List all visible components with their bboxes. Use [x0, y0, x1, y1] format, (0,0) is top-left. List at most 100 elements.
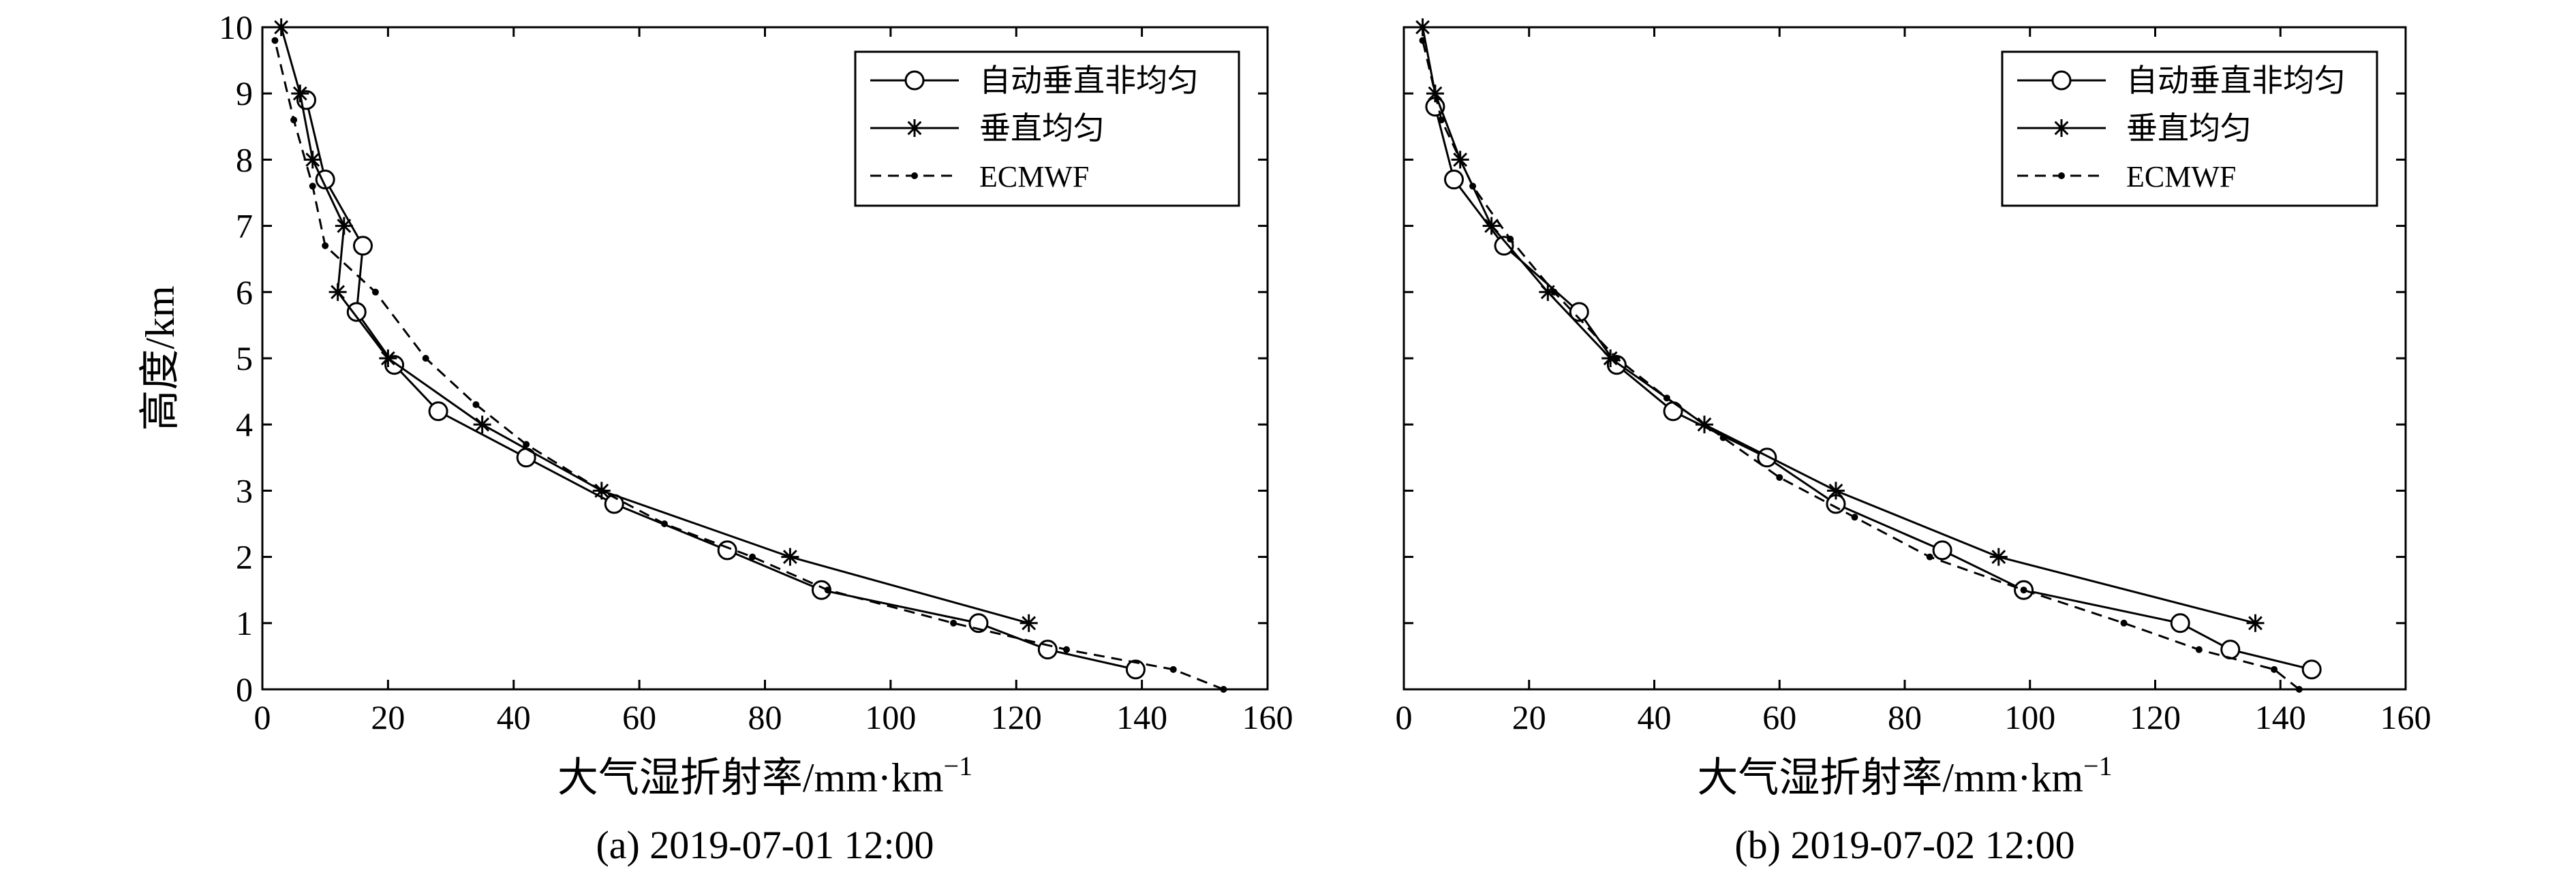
panel-caption: (a) 2019-07-01 12:00	[596, 823, 934, 867]
x-axis-title: 大气湿折射率/mm·km−1	[557, 751, 972, 800]
data-point-circle	[2170, 613, 2190, 633]
data-point-star	[335, 217, 353, 235]
data-point-star	[328, 283, 347, 301]
data-point-dot	[749, 553, 756, 561]
data-point-star	[272, 18, 290, 36]
legend-label: 垂直均匀	[979, 111, 1105, 146]
x-tick-label: 0	[254, 698, 271, 736]
data-point-circle	[1125, 659, 1146, 680]
data-point-dot	[1851, 514, 1858, 521]
y-tick-label: 8	[236, 140, 253, 178]
data-point-dot	[2295, 686, 2303, 693]
x-tick-label: 160	[2380, 698, 2432, 736]
series-line	[273, 40, 1225, 691]
data-point-dot	[598, 487, 605, 495]
y-tick-label: 10	[219, 8, 253, 46]
data-point-circle	[353, 236, 373, 256]
data-point-circle	[1663, 401, 1683, 422]
data-point-star	[1482, 217, 1501, 235]
y-tick-label: 0	[236, 670, 253, 708]
data-point-dot	[1776, 473, 1783, 481]
y-axis-title: 高度/km	[138, 285, 183, 430]
data-point-dot	[472, 401, 480, 409]
x-tick-label: 80	[1888, 698, 1922, 736]
panel-caption: (b) 2019-07-02 12:00	[1734, 823, 2074, 867]
y-tick-label: 3	[236, 471, 253, 509]
data-point-star	[2246, 614, 2265, 632]
x-tick-label: 140	[1116, 698, 1167, 736]
data-point-star	[1019, 614, 1038, 632]
data-point-star	[1989, 548, 2008, 566]
y-tick-label: 5	[236, 339, 253, 377]
data-point-circle	[1569, 302, 1589, 322]
series-star	[1413, 18, 2265, 632]
legend-label: ECMWF	[2126, 160, 2236, 193]
y-tick-label: 1	[236, 604, 253, 642]
data-point-circle	[2220, 640, 2241, 660]
data-point-dot	[2020, 586, 2027, 594]
y-tick-label: 2	[236, 538, 253, 576]
data-point-dot	[1220, 686, 1227, 693]
series-line	[1422, 40, 2300, 691]
data-point-dot	[1438, 116, 1445, 124]
legend-marker-star	[906, 119, 923, 137]
x-tick-label: 100	[2004, 698, 2055, 736]
legend-marker-circle	[904, 70, 925, 91]
x-tick-label: 40	[1638, 698, 1672, 736]
data-point-circle	[717, 540, 737, 561]
data-point-dot	[2271, 665, 2278, 673]
x-tick-label: 0	[1396, 698, 1413, 736]
data-point-circle	[428, 401, 448, 422]
data-point-star	[291, 84, 309, 103]
data-point-dot	[371, 288, 379, 296]
series-dot	[1419, 37, 2303, 693]
data-point-dot	[1507, 236, 1514, 243]
data-point-dot	[422, 355, 429, 362]
data-point-dot	[1663, 394, 1670, 402]
x-tick-label: 60	[1762, 698, 1796, 736]
data-point-circle	[1932, 540, 1952, 561]
data-point-circle	[2301, 659, 2322, 680]
data-point-star	[1539, 283, 1557, 301]
data-point-dot	[290, 116, 298, 124]
legend-marker-star	[2053, 119, 2070, 137]
legend-marker-dot	[911, 172, 918, 179]
data-point-dot	[523, 441, 530, 448]
data-point-dot	[1469, 183, 1477, 190]
y-tick-label: 6	[236, 273, 253, 311]
data-point-dot	[1719, 434, 1727, 441]
data-point-star	[303, 151, 322, 169]
legend-label: 自动垂直非均匀	[2126, 63, 2346, 98]
data-point-star	[1826, 482, 1845, 500]
legend-label: ECMWF	[979, 160, 1089, 193]
data-point-circle	[1444, 170, 1464, 190]
chart-panel-a: 0 20 40 60 80 100 120 140 160 0 1 2 3 4 5 6 7 8 9 10 大气湿折射率/…	[138, 8, 1293, 867]
x-tick-label: 40	[497, 698, 531, 736]
y-tick-label: 4	[236, 405, 253, 443]
x-tick-label: 100	[865, 698, 916, 736]
data-point-star	[1413, 18, 1432, 36]
legend-marker-circle	[2051, 70, 2072, 91]
data-point-dot	[1550, 288, 1558, 296]
data-point-dot	[2120, 619, 2128, 627]
data-point-dot	[950, 619, 957, 627]
data-point-dot	[309, 183, 316, 190]
chart-panel-b: 0 20 40 60 80 100 120 140 160 大气湿折射率/mm·km−1 (b) 2…	[1396, 18, 2432, 867]
y-tick-label: 9	[236, 74, 253, 112]
data-point-star	[473, 416, 491, 434]
x-tick-label: 120	[991, 698, 1042, 736]
data-point-dot	[322, 242, 329, 249]
x-tick-label: 20	[1512, 698, 1546, 736]
x-axis-title: 大气湿折射率/mm·km−1	[1697, 751, 2112, 800]
series-line	[280, 27, 1030, 625]
data-point-circle	[1037, 640, 1058, 660]
data-point-dot	[1926, 553, 1933, 561]
data-point-dot	[1063, 646, 1070, 653]
data-point-dot	[2195, 646, 2203, 653]
x-tick-label: 20	[371, 698, 405, 736]
series-line	[1422, 27, 2256, 625]
